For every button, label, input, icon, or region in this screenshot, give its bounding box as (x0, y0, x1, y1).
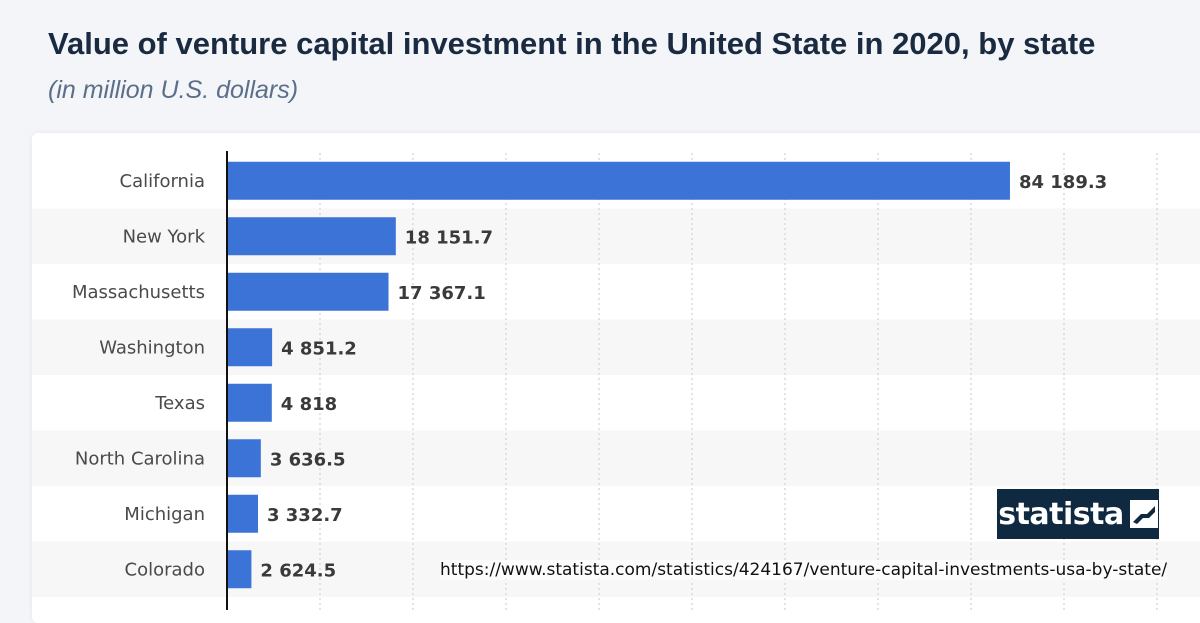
value-label: 18 151.7 (405, 227, 493, 248)
statista-logo[interactable]: statista (997, 489, 1159, 539)
value-label: 84 189.3 (1019, 172, 1107, 193)
bar (227, 383, 272, 422)
chart-title: Value of venture capital investment in t… (48, 26, 1096, 61)
logo-wordmark: statista (998, 496, 1124, 532)
category-label: Washington (99, 337, 205, 358)
category-label: North Carolina (75, 448, 205, 469)
value-label: 3 636.5 (270, 449, 346, 470)
value-label: 17 367.1 (398, 283, 486, 304)
bar-chart: California 84 189.3 New York 18 151.7 Massac… (32, 151, 1200, 610)
value-label: 4 851.2 (281, 338, 357, 359)
bar (227, 161, 1010, 200)
bar (227, 328, 273, 367)
category-label: Colorado (125, 559, 205, 580)
bar (227, 439, 261, 478)
statista-mark-icon (1129, 500, 1158, 528)
category-label: California (120, 171, 205, 192)
row-stripe (32, 430, 1200, 486)
source-url[interactable]: https://www.statista.com/statistics/4241… (440, 560, 1168, 580)
bar (227, 494, 258, 533)
value-label: 3 332.7 (267, 505, 343, 526)
chart-subtitle: (in million U.S. dollars) (48, 76, 299, 104)
value-label: 4 818 (281, 394, 337, 415)
category-label: Michigan (124, 504, 205, 525)
bar (227, 550, 252, 589)
bar (227, 272, 389, 311)
category-label: New York (123, 226, 206, 247)
category-label: Massachusetts (72, 282, 205, 303)
row-stripe (32, 208, 1200, 264)
value-label: 2 624.5 (260, 560, 336, 581)
category-label: Texas (154, 393, 205, 414)
bar (227, 217, 396, 256)
row-stripe (32, 319, 1200, 375)
